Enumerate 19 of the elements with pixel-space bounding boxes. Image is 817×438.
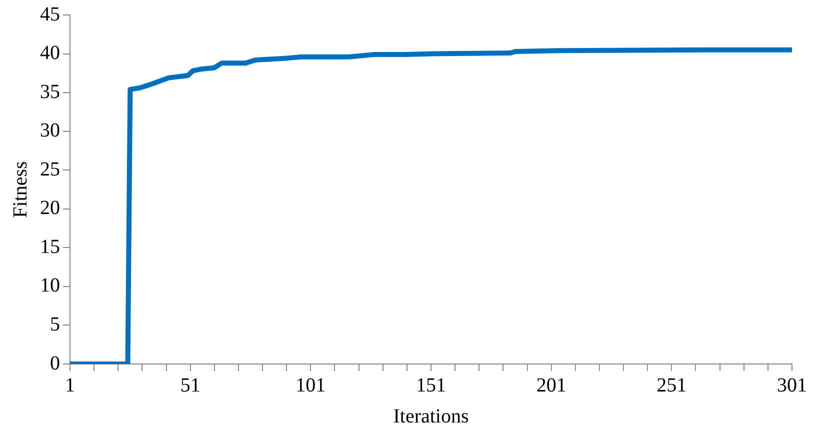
x-tick-label: 251 xyxy=(656,374,687,396)
x-tick-label: 101 xyxy=(296,374,326,396)
y-tick-label: 20 xyxy=(40,197,60,220)
y-tick-label: 25 xyxy=(40,158,60,180)
x-tick-label: 201 xyxy=(536,374,566,396)
y-tick-label: 35 xyxy=(40,80,60,103)
x-axis-title: Iterations xyxy=(393,405,469,428)
x-tick-label: 51 xyxy=(180,374,200,396)
y-tick-label: 40 xyxy=(40,42,60,64)
y-tick-label: 5 xyxy=(50,313,60,336)
y-tick-label: 0 xyxy=(50,352,60,374)
y-tick-label: 15 xyxy=(40,236,60,258)
x-tick-label: 301 xyxy=(777,374,807,396)
y-tick-label: 45 xyxy=(40,3,60,26)
x-tick-label: 151 xyxy=(416,374,446,396)
y-tick-label: 10 xyxy=(40,274,60,297)
x-tick-label: 1 xyxy=(65,374,75,396)
y-tick-label: 30 xyxy=(40,120,60,142)
y-axis-title: Fitness xyxy=(9,160,32,218)
